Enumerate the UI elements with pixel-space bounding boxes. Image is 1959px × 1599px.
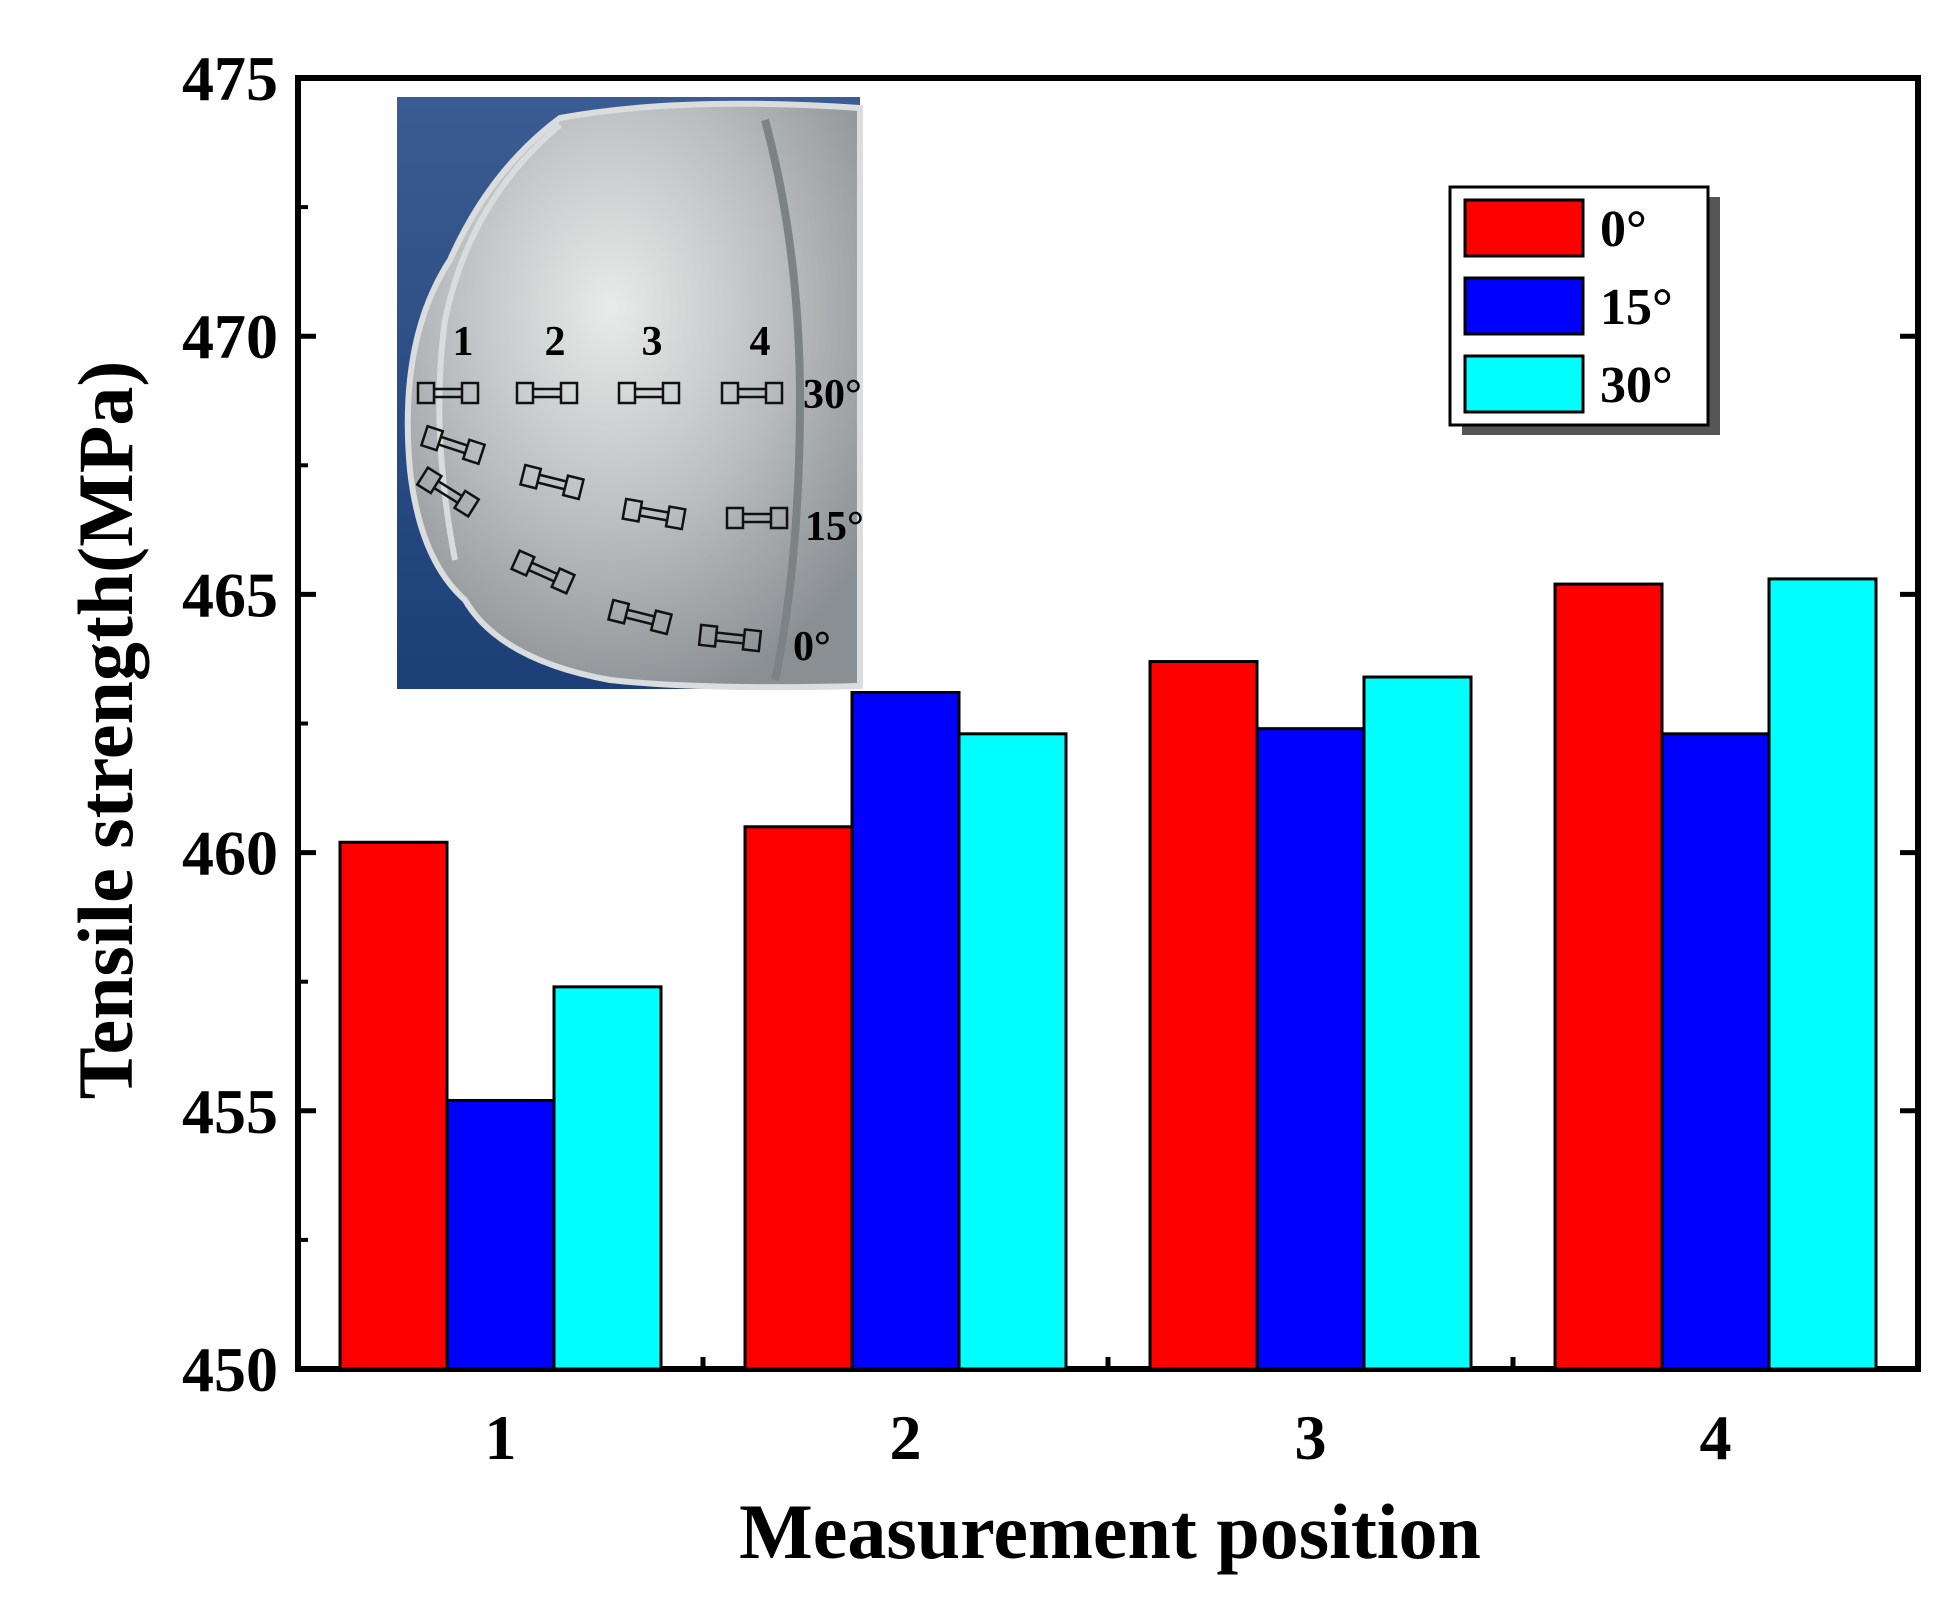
inset-specimen-10 [606,598,674,636]
bar-3-0 [1148,660,1259,1371]
bar-1-0 [338,840,449,1371]
legend-swatch-2 [1463,354,1585,414]
y-axis-title: Tensile strength(MPa) [62,361,149,1100]
inset-specimen-7 [725,506,789,530]
inset-specimen-3 [720,381,784,405]
x-tick-label: 2 [890,1402,922,1473]
bar-4-2 [1767,577,1878,1371]
bar-3-1 [1255,727,1366,1371]
legend: 0° 15° 30° [1448,185,1720,435]
inset-specimen-8 [415,465,481,519]
y-tick-label: 455 [182,1076,278,1147]
x-tick-label: 3 [1295,1402,1327,1473]
y-tick-label: 460 [182,818,278,889]
inset-specimen-6 [621,497,687,531]
inset-specimen-2 [617,381,681,405]
legend-label-0: 0° [1600,201,1647,258]
bars-group [338,577,1878,1371]
bar-2-0 [743,825,854,1371]
inset-specimen-4 [419,424,487,466]
inset-angle-label-0: 30° [803,372,862,418]
y-tick-label: 475 [182,43,278,114]
inset-specimen-1 [515,381,579,405]
bar-3-2 [1362,675,1473,1371]
inset-plate-edge [761,118,805,681]
inset-position-label-1: 1 [453,319,474,365]
inset-plate-rim [436,122,562,561]
bar-4-1 [1660,732,1771,1371]
x-axis-title: Measurement position [739,1488,1481,1575]
bar-2-2 [957,732,1068,1371]
bar-1-1 [445,1098,556,1371]
bar-2-1 [850,691,961,1371]
inset-specimen-11 [697,623,763,653]
legend-swatch-1 [1463,276,1585,336]
y-tick-label: 465 [182,559,278,630]
inset-position-label-2: 2 [545,319,566,365]
legend-label-2: 30° [1600,357,1673,414]
inset-angle-label-1: 15° [805,504,864,550]
inset-specimens [415,381,789,653]
y-tick-label: 470 [182,301,278,372]
inset-specimen-9 [509,549,577,595]
x-tick-label: 4 [1700,1402,1732,1473]
y-axis: 450 455 460 465 470 475 [182,43,1918,1405]
x-tick-label: 1 [485,1402,517,1473]
legend-swatch-0 [1463,198,1585,258]
bar-4-0 [1553,582,1664,1371]
inset-position-label-4: 4 [750,319,771,365]
bar-1-2 [552,985,663,1371]
inset-position-label-3: 3 [642,319,663,365]
inset-photo: 1 2 3 4 30° 15° 0° [397,97,864,691]
inset-specimen-5 [518,463,586,501]
y-tick-label: 450 [182,1334,278,1405]
inset-angle-label-2: 0° [793,624,831,670]
legend-label-1: 15° [1600,279,1673,336]
inset-specimen-0 [416,381,480,405]
x-axis: 1 2 3 4 [485,1357,1732,1473]
inset-labels: 1 2 3 4 30° 15° 0° [453,319,864,670]
